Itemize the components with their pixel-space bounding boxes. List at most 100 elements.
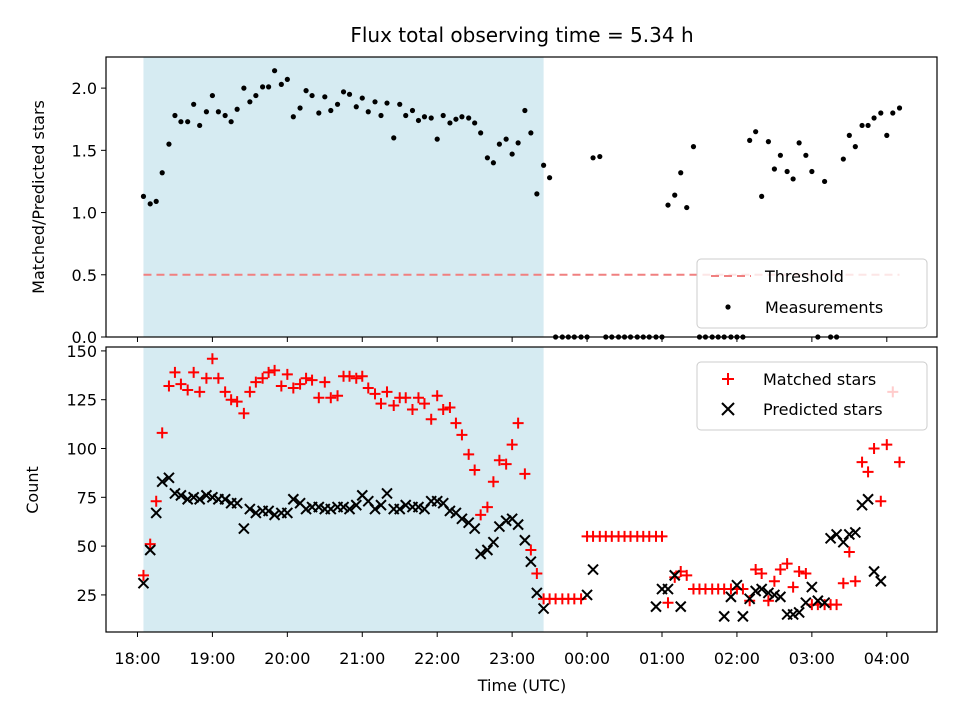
predicted-star-point	[325, 503, 337, 515]
measurement-point	[852, 144, 858, 150]
matched-star-point	[762, 595, 774, 607]
legend-bottom-box	[696, 361, 928, 431]
measurement-point	[290, 114, 296, 120]
matched-star-point	[137, 569, 149, 581]
matched-star-point	[525, 544, 537, 556]
measurement-point	[453, 116, 459, 122]
measurement-point	[234, 106, 240, 112]
matched-star-point	[369, 388, 381, 400]
measurement-point	[353, 104, 359, 110]
matched-star-point	[306, 374, 318, 386]
matched-star-point	[425, 413, 437, 425]
predicted-star-point	[262, 505, 275, 517]
matched-star-point	[150, 495, 162, 507]
measurement-point	[871, 115, 877, 121]
panel-count-y-ticks: 25 50 75 100 125 150	[66, 342, 106, 605]
measurement-point	[747, 137, 753, 143]
matched-star-point	[287, 382, 299, 394]
measurement-point	[528, 130, 534, 136]
measurement-point	[503, 136, 509, 142]
matched-star-point	[231, 396, 243, 408]
matched-star-point	[400, 392, 412, 404]
matched-star-point	[350, 372, 362, 384]
legend-predicted-swatch	[721, 402, 735, 416]
measurement-point	[159, 170, 165, 176]
measurement-point	[534, 191, 540, 197]
y-tick-label: 100	[66, 440, 97, 459]
panel-count: 25 50 75 100 125 150 18:00 19:00 20:00 21:00 22:0…	[23, 342, 938, 695]
matched-star-point	[437, 403, 449, 415]
measurement-point	[309, 92, 315, 99]
measurement-point	[166, 141, 172, 147]
y-tick-label: 150	[66, 342, 97, 361]
matched-star-point	[144, 538, 156, 550]
matched-star-point	[849, 575, 861, 587]
measurement-point	[340, 89, 347, 95]
legend-matched-swatch	[722, 373, 734, 385]
matched-star-point	[225, 394, 237, 406]
predicted-star-point	[468, 522, 481, 535]
x-tick-label: 21:00	[339, 649, 385, 668]
measurement-point	[859, 122, 865, 129]
matched-star-point	[294, 378, 306, 390]
measurement-point	[490, 160, 497, 166]
matched-star-point	[662, 597, 674, 609]
legend-matched-label: Matched stars	[763, 370, 876, 389]
matched-star-point	[188, 366, 200, 378]
panel-ratio: 0.00.51.01.52.0 Matched/Predicted stars …	[29, 56, 938, 347]
panel-ratio-x-ticks	[136, 337, 888, 342]
matched-star-point	[469, 464, 481, 476]
matched-star-point	[750, 564, 762, 576]
matched-star-point	[843, 546, 855, 558]
measurement-point	[803, 152, 809, 158]
y-tick-label: 25	[77, 586, 97, 605]
measurement-point	[597, 153, 603, 160]
measurement-point	[496, 141, 502, 147]
measurement-point	[365, 109, 371, 115]
measurement-point	[197, 122, 203, 129]
predicted-star-point	[381, 487, 393, 500]
measurement-point	[147, 201, 153, 207]
predicted-star-point	[343, 503, 356, 515]
matched-star-point	[269, 364, 281, 376]
measurement-point	[522, 107, 528, 114]
measurement-point	[434, 136, 440, 142]
measurement-point	[796, 140, 802, 146]
predicted-star-point	[743, 593, 756, 605]
predicted-star-point	[281, 507, 294, 519]
predicted-star-point	[231, 497, 243, 509]
matched-star-point	[212, 372, 224, 384]
predicted-star-point	[287, 493, 300, 505]
measurement-point	[297, 105, 303, 111]
predicted-star-point	[587, 563, 599, 576]
y-tick-label: 50	[77, 537, 97, 556]
matched-star-point	[744, 595, 756, 607]
predicted-star-point	[394, 503, 406, 515]
measurement-point	[790, 176, 796, 182]
matched-star-point	[875, 495, 887, 507]
predicted-star-point	[175, 489, 187, 502]
predicted-star-point	[525, 556, 537, 568]
matched-star-point	[774, 564, 786, 576]
matched-star-point	[244, 386, 256, 398]
measurement-point	[372, 99, 378, 105]
x-tick-label: 03:00	[789, 649, 835, 668]
predicted-star-point	[868, 565, 880, 578]
measurement-point	[678, 170, 684, 176]
y-tick-label: 2.0	[72, 79, 97, 98]
predicted-star-point	[238, 522, 250, 535]
measurement-point	[415, 117, 422, 124]
predicted-star-point	[755, 583, 768, 595]
predicted-star-point	[250, 507, 262, 519]
legend-top: Threshold Measurements	[696, 258, 928, 329]
measurement-point	[153, 198, 159, 204]
measurement-point	[241, 85, 247, 91]
x-tick-label: 01:00	[639, 649, 685, 668]
measurement-point	[515, 140, 521, 146]
predicted-star-point	[737, 610, 749, 623]
x-tick-label: 02:00	[714, 649, 760, 668]
measurement-point	[771, 166, 777, 172]
matched-star-point	[356, 370, 368, 382]
matched-star-point	[206, 353, 218, 365]
measurement-point	[322, 94, 328, 100]
